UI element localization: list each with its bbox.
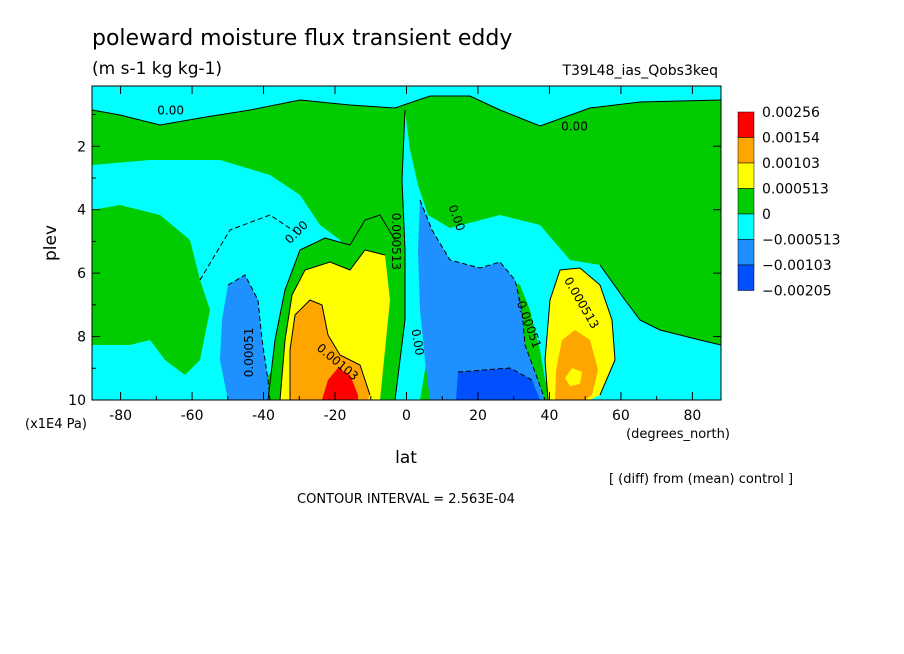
contour-line [92,95,721,127]
contour-label: 0.00 [157,104,184,118]
x-axis-unit: (degrees_north) [626,427,730,442]
contour-label: 0.00 [408,328,426,357]
y-axis: 2 4 6 8 10 [68,114,721,409]
colorbar: 0.00256 0.00154 0.00103 0.000513 0 −0.000513 −… [737,105,841,300]
footnote: [ (diff) from (mean) control ] [609,472,793,487]
contour-line [289,299,371,400]
contour-region-near-zero-center [395,110,721,400]
y-tick-label: 8 [77,330,86,346]
contour-label: 0.00051 [242,328,256,378]
contour-interval: CONTOUR INTERVAL = 2.563E-04 [297,492,515,507]
colorbar-label: 0.00256 [762,105,820,121]
contour-region-negative-center [418,200,545,400]
chart-units: (m s-1 kg kg-1) [92,59,222,79]
contour-line [267,214,396,400]
contour-region-max-red [322,368,358,400]
colorbar-swatch [737,188,755,215]
colorbar-label: 0.00154 [762,131,820,147]
y-tick-label: 2 [77,139,86,155]
contour-region-strong-negative [456,368,540,400]
colorbar-label: −0.00205 [762,284,832,300]
contour-region-positive-right-core [565,368,582,386]
x-tick-label: -80 [109,408,132,424]
contour-line [394,109,406,400]
contour-region-positive-right-orange [555,330,598,400]
y-tick-label: 4 [77,203,86,219]
x-tick-label: 0 [402,408,411,424]
colorbar-label: −0.00103 [762,258,832,274]
contour-label: 0.000513 [389,213,403,270]
x-tick-label: -60 [181,408,204,424]
colorbar-swatch [737,162,755,189]
colorbar-swatch [737,111,755,138]
colorbar-label: 0 [762,207,771,223]
colorbar-label: −0.000513 [762,233,841,249]
x-tick-label: -20 [324,408,347,424]
chart-title: poleward moisture flux transient eddy [92,26,512,51]
colorbar-label: 0.00103 [762,156,820,172]
contour-line [599,264,721,346]
contour-region-negative-left [220,275,270,400]
y-tick-label: 6 [77,266,86,282]
contour-line [544,267,616,400]
x-tick-label: 60 [612,408,630,424]
x-tick-label: 80 [683,408,701,424]
colorbar-label: 0.000513 [762,182,829,198]
x-tick-label: 20 [469,408,487,424]
colorbar-swatch [737,213,755,240]
colorbar-swatch [737,137,755,164]
contour-label: 0.00 [561,119,588,133]
contour-line-negative [457,367,533,381]
colorbar-swatch [737,239,755,266]
x-tick-label: -40 [252,408,275,424]
x-axis: -80 -60 -40 -20 0 20 40 60 80 [109,86,701,424]
contour-line-negative [419,199,546,400]
contour-line [279,249,386,400]
y-axis-label: plev [41,225,61,261]
contour-line-negative [227,274,271,400]
y-axis-unit: (x1E4 Pa) [25,417,87,432]
x-tick-label: 40 [541,408,559,424]
run-name: T39L48_ias_Qobs3keq [561,63,718,79]
colorbar-swatch [737,264,755,291]
contour-region-near-zero-top [92,86,721,126]
plot-area: 0.000.000.00 0.000.0005130.000513-0.00051… [68,85,722,424]
y-tick-label: 10 [68,393,86,409]
x-axis-label: lat [395,448,417,468]
